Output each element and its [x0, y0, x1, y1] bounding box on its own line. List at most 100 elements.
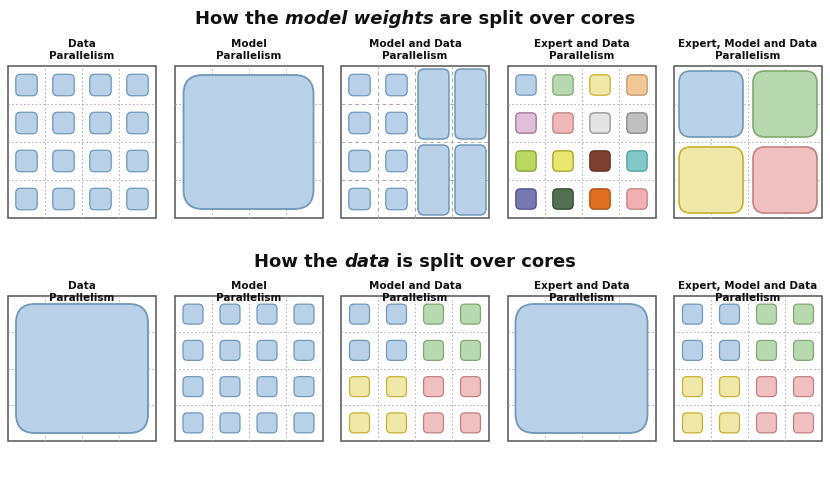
Bar [674, 66, 822, 218]
FancyBboxPatch shape [461, 413, 481, 433]
Bar [8, 296, 156, 441]
Text: Model
Parallelism: Model Parallelism [216, 39, 281, 61]
FancyBboxPatch shape [257, 413, 277, 433]
Text: are split over cores: are split over cores [433, 10, 636, 28]
FancyBboxPatch shape [349, 112, 370, 134]
FancyBboxPatch shape [590, 151, 610, 171]
FancyBboxPatch shape [679, 71, 743, 137]
FancyBboxPatch shape [53, 112, 74, 134]
FancyBboxPatch shape [423, 376, 443, 397]
Bar [507, 66, 656, 218]
Text: Data
Parallelism: Data Parallelism [49, 39, 115, 61]
FancyBboxPatch shape [386, 150, 408, 172]
FancyBboxPatch shape [183, 75, 314, 209]
FancyBboxPatch shape [515, 189, 536, 209]
FancyBboxPatch shape [423, 340, 443, 360]
FancyBboxPatch shape [418, 145, 449, 215]
FancyBboxPatch shape [294, 340, 314, 360]
FancyBboxPatch shape [455, 69, 486, 139]
FancyBboxPatch shape [183, 304, 203, 324]
FancyBboxPatch shape [90, 188, 111, 210]
FancyBboxPatch shape [349, 340, 369, 360]
FancyBboxPatch shape [16, 74, 37, 96]
FancyBboxPatch shape [418, 69, 449, 139]
FancyBboxPatch shape [627, 113, 647, 133]
FancyBboxPatch shape [294, 304, 314, 324]
FancyBboxPatch shape [386, 112, 408, 134]
FancyBboxPatch shape [720, 413, 740, 433]
FancyBboxPatch shape [387, 413, 407, 433]
Bar [174, 296, 323, 441]
Text: is split over cores: is split over cores [390, 253, 576, 271]
FancyBboxPatch shape [387, 376, 407, 397]
Text: Expert, Model and Data
Parallelism: Expert, Model and Data Parallelism [678, 281, 818, 303]
FancyBboxPatch shape [90, 150, 111, 172]
FancyBboxPatch shape [627, 151, 647, 171]
FancyBboxPatch shape [127, 112, 149, 134]
FancyBboxPatch shape [720, 376, 740, 397]
FancyBboxPatch shape [461, 304, 481, 324]
FancyBboxPatch shape [455, 145, 486, 215]
Text: Model and Data
Parallelism: Model and Data Parallelism [369, 39, 461, 61]
FancyBboxPatch shape [679, 147, 743, 213]
FancyBboxPatch shape [553, 75, 574, 95]
FancyBboxPatch shape [127, 150, 149, 172]
Bar [174, 66, 323, 218]
FancyBboxPatch shape [183, 376, 203, 397]
FancyBboxPatch shape [53, 74, 74, 96]
FancyBboxPatch shape [387, 304, 407, 324]
Text: Expert and Data
Parallelism: Expert and Data Parallelism [534, 39, 629, 61]
Text: model weights: model weights [285, 10, 433, 28]
FancyBboxPatch shape [590, 189, 610, 209]
FancyBboxPatch shape [553, 113, 574, 133]
FancyBboxPatch shape [682, 304, 702, 324]
Bar [8, 66, 156, 218]
FancyBboxPatch shape [682, 376, 702, 397]
FancyBboxPatch shape [16, 304, 148, 433]
FancyBboxPatch shape [53, 150, 74, 172]
FancyBboxPatch shape [793, 304, 813, 324]
Bar [341, 66, 489, 218]
FancyBboxPatch shape [257, 304, 277, 324]
FancyBboxPatch shape [627, 75, 647, 95]
FancyBboxPatch shape [294, 376, 314, 397]
Text: Model
Parallelism: Model Parallelism [216, 281, 281, 303]
FancyBboxPatch shape [461, 340, 481, 360]
FancyBboxPatch shape [53, 188, 74, 210]
FancyBboxPatch shape [349, 74, 370, 96]
FancyBboxPatch shape [257, 340, 277, 360]
FancyBboxPatch shape [590, 75, 610, 95]
Text: Model and Data
Parallelism: Model and Data Parallelism [369, 281, 461, 303]
FancyBboxPatch shape [387, 340, 407, 360]
Text: Expert and Data
Parallelism: Expert and Data Parallelism [534, 281, 629, 303]
FancyBboxPatch shape [553, 151, 574, 171]
Bar [674, 296, 822, 441]
Text: Expert, Model and Data
Parallelism: Expert, Model and Data Parallelism [678, 39, 818, 61]
FancyBboxPatch shape [590, 113, 610, 133]
FancyBboxPatch shape [627, 189, 647, 209]
FancyBboxPatch shape [682, 340, 702, 360]
Text: data: data [344, 253, 390, 271]
Bar [341, 296, 489, 441]
FancyBboxPatch shape [294, 413, 314, 433]
FancyBboxPatch shape [756, 376, 777, 397]
FancyBboxPatch shape [553, 189, 574, 209]
FancyBboxPatch shape [461, 376, 481, 397]
FancyBboxPatch shape [756, 340, 777, 360]
FancyBboxPatch shape [515, 75, 536, 95]
FancyBboxPatch shape [349, 304, 369, 324]
FancyBboxPatch shape [220, 304, 240, 324]
FancyBboxPatch shape [386, 74, 408, 96]
FancyBboxPatch shape [90, 74, 111, 96]
FancyBboxPatch shape [756, 304, 777, 324]
FancyBboxPatch shape [127, 74, 149, 96]
FancyBboxPatch shape [682, 413, 702, 433]
Text: How the: How the [254, 253, 344, 271]
Text: How the: How the [194, 10, 285, 28]
FancyBboxPatch shape [220, 340, 240, 360]
FancyBboxPatch shape [386, 188, 408, 210]
FancyBboxPatch shape [793, 413, 813, 433]
FancyBboxPatch shape [423, 413, 443, 433]
FancyBboxPatch shape [16, 112, 37, 134]
Text: Data
Parallelism: Data Parallelism [49, 281, 115, 303]
